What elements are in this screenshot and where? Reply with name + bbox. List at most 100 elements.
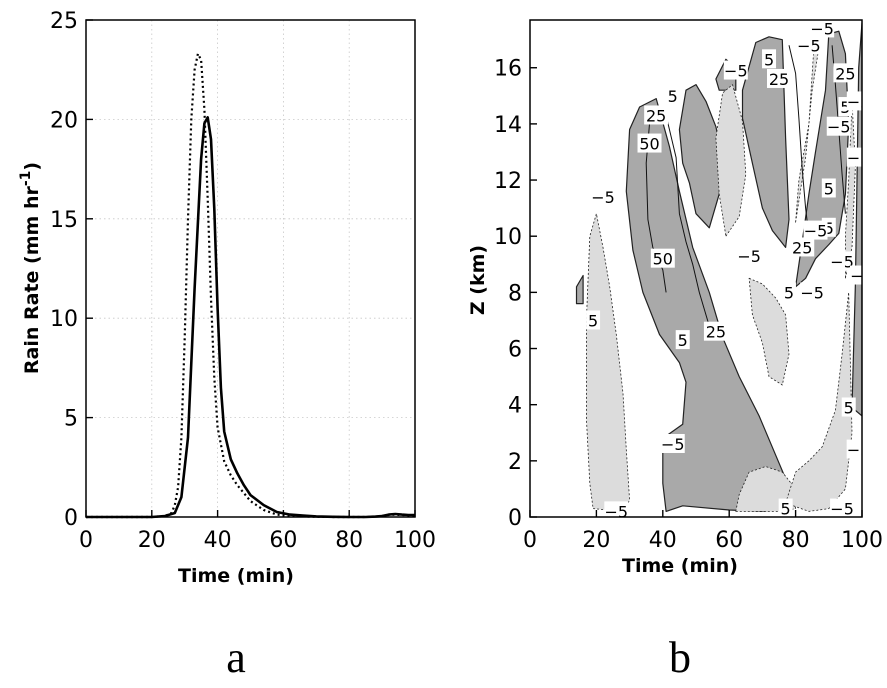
b-contour-label-text: 5: [784, 283, 794, 302]
b-contour-label: −2: [846, 91, 871, 111]
panel-b-regions: [575, 22, 862, 512]
b-contour-label-text: 25: [706, 323, 726, 342]
b-region-positive: [678, 83, 724, 229]
b-contour-label-text: −5: [797, 36, 821, 55]
b-contour-label-bg: [846, 147, 862, 167]
b-xtick-label: 100: [841, 528, 883, 553]
b-contour-label-bg: [767, 68, 791, 88]
b-contour-label-bg: [850, 265, 862, 285]
b-contour-label-bg: [826, 116, 851, 136]
b-contour-label-text: 25: [792, 238, 812, 257]
b-contour-label-bg: [586, 310, 601, 330]
a-ytick-label: 10: [50, 307, 78, 332]
b-contour-label-text: −5: [830, 252, 854, 271]
panel-a-xlabel: Time (min): [178, 565, 294, 587]
b-contour-label-text: 25: [769, 70, 789, 89]
b-contour-label-text: 5: [781, 500, 791, 519]
b-contour-label-text: 50: [653, 250, 673, 269]
b-ytick-label: 2: [508, 450, 522, 475]
a-xtick-label: 60: [269, 528, 297, 553]
b-ytick-label: 4: [508, 394, 522, 419]
a-ytick-label: 15: [50, 208, 78, 233]
b-xtick-label: 0: [523, 528, 537, 553]
b-contour-label-text: −5: [810, 19, 834, 38]
b-contour-label-text: 5: [668, 87, 678, 106]
b-contour-label: −5: [604, 501, 629, 521]
b-contour-label-bg: [830, 498, 855, 517]
b-contour-label-bg: [650, 248, 675, 268]
b-xtick-label: 60: [715, 528, 743, 553]
b-contour-label: 5: [675, 330, 690, 350]
panel-a-ticks: 0 20 40 60 80 100 0 5 10 15 20 25: [50, 9, 436, 553]
a-series-line-solid: [86, 116, 415, 519]
b-contour-label-bg: [703, 321, 728, 341]
b-contour-label-text: −5: [847, 441, 871, 460]
b-contour-label: 5: [841, 397, 856, 417]
b-ytick-label: 10: [494, 225, 522, 250]
b-contour-label: −5: [660, 433, 685, 454]
b-contour-label-text: −5: [605, 502, 629, 521]
b-contour-label: −5: [723, 60, 748, 81]
b-contour-label-text: 5: [840, 98, 850, 117]
b-contour-label-bg: [781, 282, 796, 302]
panel-b-letter: b: [669, 633, 691, 682]
b-contour-label-bg: [723, 60, 748, 80]
b-contour-label: −5: [737, 245, 762, 266]
b-xtick-label: 20: [582, 528, 610, 553]
b-contour-label-text: −5: [800, 283, 824, 302]
b-contour-label: 5: [665, 85, 680, 106]
b-region-negative: [785, 291, 853, 512]
b-contour-label-text: −5: [724, 62, 748, 81]
b-ytick-label: 6: [508, 338, 522, 363]
b-contour-label-bg: [796, 35, 821, 55]
b-contour-label-text: −5: [804, 222, 828, 241]
b-contour-label: 5: [586, 310, 601, 330]
b-contour-label: 5: [781, 282, 796, 302]
b-contour-label-bg: [762, 49, 777, 69]
b-contour-label-text: −2: [850, 267, 874, 286]
panel-a-ylabel-main: Rain Rate (mm hr: [21, 186, 43, 375]
b-contour-label-text: −2: [847, 92, 871, 111]
panel-a-ylabel-sup: -1: [18, 171, 34, 187]
panel-b-ticks: 0 20 40 60 80 100 0 2 4 6 8 10 12 14 16: [494, 57, 883, 553]
b-contour-label-bg: [810, 20, 835, 38]
b-contour-label: 25: [767, 68, 791, 89]
b-contour-label-bg: [821, 178, 836, 198]
b-contour-label-bg: [637, 133, 662, 153]
a-xtick-label: 0: [79, 528, 93, 553]
panel-b-xlabel: Time (min): [622, 555, 738, 577]
b-contour-label: −5: [826, 116, 851, 137]
b-contour-label-bg: [778, 498, 793, 517]
b-region-negative: [748, 277, 790, 386]
b-contour-label-bg: [737, 245, 762, 265]
b-contour-line-50: [645, 123, 667, 293]
b-contour-label-bg: [841, 397, 856, 417]
b-contour-label: −5: [846, 147, 871, 168]
b-region-positive: [575, 274, 584, 305]
b-contour-label-bg: [790, 237, 815, 257]
b-contour-label-text: 5: [764, 50, 774, 69]
panel-a: 0 20 40 60 80 100 0 5 10 15 20 25 Time (min) Rain R…: [18, 9, 436, 682]
b-contour-label-bg: [660, 433, 685, 453]
b-contour-label-text: −5: [737, 247, 761, 266]
b-contour-label-bg: [803, 220, 828, 240]
b-contour-label-bg: [591, 186, 616, 206]
b-contour-label-text: −5: [847, 149, 871, 168]
panel-a-frame: [85, 19, 416, 518]
a-xtick-label: 20: [138, 528, 166, 553]
b-contour-label: 5: [762, 49, 777, 69]
a-ytick-label: 25: [50, 9, 78, 34]
a-ytick-label: 5: [64, 407, 78, 432]
a-ytick-label: 20: [50, 108, 78, 133]
b-contour-label: −5: [846, 439, 871, 460]
b-contour-label-text: 5: [844, 398, 854, 417]
b-contour-label: −5: [800, 282, 825, 302]
b-contour-label-text: 25: [835, 64, 855, 83]
b-contour-label-bg: [846, 439, 862, 459]
b-region-negative: [715, 84, 747, 237]
panel-a-grid: [86, 20, 415, 517]
b-contour-label-bg: [644, 105, 669, 125]
b-xtick-label: 40: [649, 528, 677, 553]
